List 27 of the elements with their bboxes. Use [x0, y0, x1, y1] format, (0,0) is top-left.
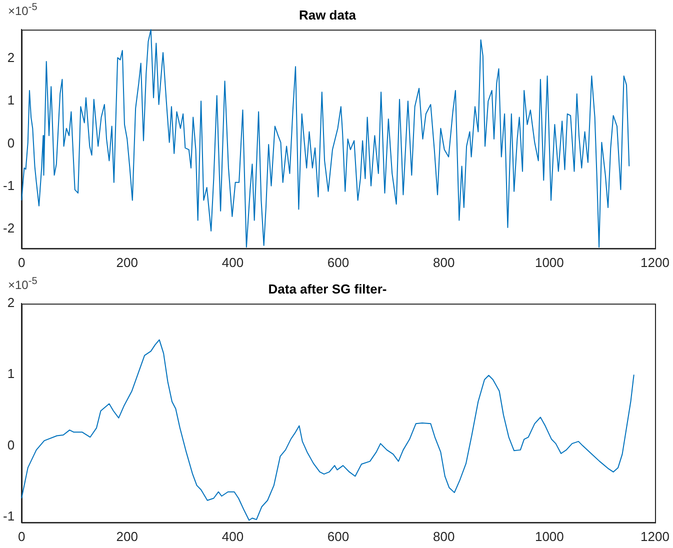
x-tick-label: 800 — [433, 254, 455, 270]
x-tick-label: 400 — [222, 254, 244, 270]
text: ×10$^{-5}$ — [8, 2, 38, 18]
chart-title: Raw data — [298, 7, 357, 22]
x-tick-label: 1000 — [534, 528, 564, 544]
x-tick-label: 1200 — [640, 254, 670, 270]
y-tick-label: 1 — [7, 366, 15, 382]
y-tick-label: -1 — [2, 178, 15, 193]
x-tick-label: 400 — [222, 528, 244, 544]
x-tick-label: 200 — [116, 254, 138, 270]
y-tick-label: 0 — [7, 135, 15, 150]
x-tick-label: 0 — [18, 254, 26, 270]
chart-title: Data after SG filter- — [268, 281, 387, 296]
y-tick-label: -1 — [2, 508, 15, 524]
y-tick-label: 2 — [7, 50, 15, 66]
x-tick-label: 200 — [116, 528, 138, 544]
x-tick-label: 1000 — [534, 254, 564, 270]
y-tick-label: 0 — [7, 437, 15, 452]
x-tick-label: 1200 — [640, 528, 670, 544]
y-tick-label: -2 — [2, 220, 15, 236]
x-tick-label: 600 — [327, 254, 350, 270]
x-tick-label: 800 — [433, 528, 455, 544]
y-tick-label: 2 — [7, 295, 15, 310]
x-tick-label: 600 — [327, 528, 350, 544]
x-tick-label: 0 — [18, 528, 26, 544]
text: ×10$^{-5}$ — [8, 276, 38, 292]
y-tick-label: 1 — [7, 92, 15, 108]
